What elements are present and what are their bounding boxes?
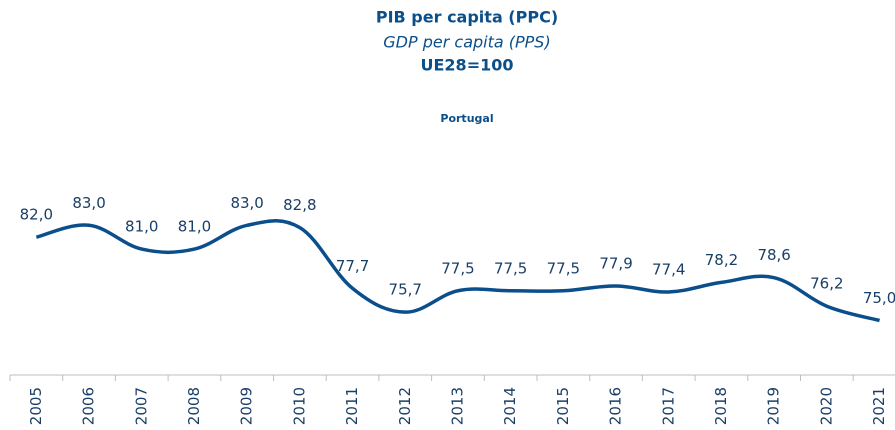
data-label: 78,2 [705, 251, 738, 269]
x-tick-label: 2014 [501, 387, 519, 425]
x-tick-label: 2015 [554, 387, 572, 425]
data-label: 81,0 [178, 218, 211, 236]
x-tick-label: 2008 [185, 387, 203, 425]
x-tick-label: 2011 [343, 387, 361, 425]
data-label: 83,0 [72, 194, 105, 212]
chart-subtitle: GDP per capita (PPS) [383, 33, 550, 52]
x-tick-label: 2020 [817, 387, 835, 425]
data-label: 77,7 [336, 257, 369, 275]
x-tick-label: 2017 [659, 387, 677, 425]
data-label: 77,5 [547, 259, 580, 277]
series-name: Portugal [440, 112, 493, 125]
data-label: 82,8 [283, 196, 316, 214]
x-tick-label: 2006 [80, 387, 98, 425]
data-label: 83,0 [230, 194, 263, 212]
x-tick-label: 2010 [290, 387, 308, 425]
x-tick-label: 2019 [765, 387, 783, 425]
data-label: 76,2 [810, 275, 843, 293]
data-label: 75,7 [389, 281, 422, 299]
x-tick-label: 2013 [448, 387, 466, 425]
data-label: 78,6 [757, 246, 790, 264]
chart-note: UE28=100 [421, 56, 514, 75]
chart-title: PIB per capita (PPC) [376, 8, 558, 27]
data-label: 75,0 [863, 289, 895, 307]
x-tick-label: 2021 [870, 387, 888, 425]
data-label: 81,0 [125, 218, 158, 236]
x-tick-label: 2018 [712, 387, 730, 425]
x-tick-label: 2009 [238, 387, 256, 425]
data-label: 77,5 [494, 259, 527, 277]
data-label: 77,5 [441, 259, 474, 277]
data-label: 82,0 [20, 206, 53, 224]
x-tick-label: 2012 [396, 387, 414, 425]
x-tick-label: 2016 [607, 387, 625, 425]
data-label: 77,4 [652, 260, 685, 278]
x-tick-label: 2007 [132, 387, 150, 425]
x-tick-label: 2005 [27, 387, 45, 425]
line [35, 219, 881, 323]
data-label: 77,9 [599, 254, 632, 272]
